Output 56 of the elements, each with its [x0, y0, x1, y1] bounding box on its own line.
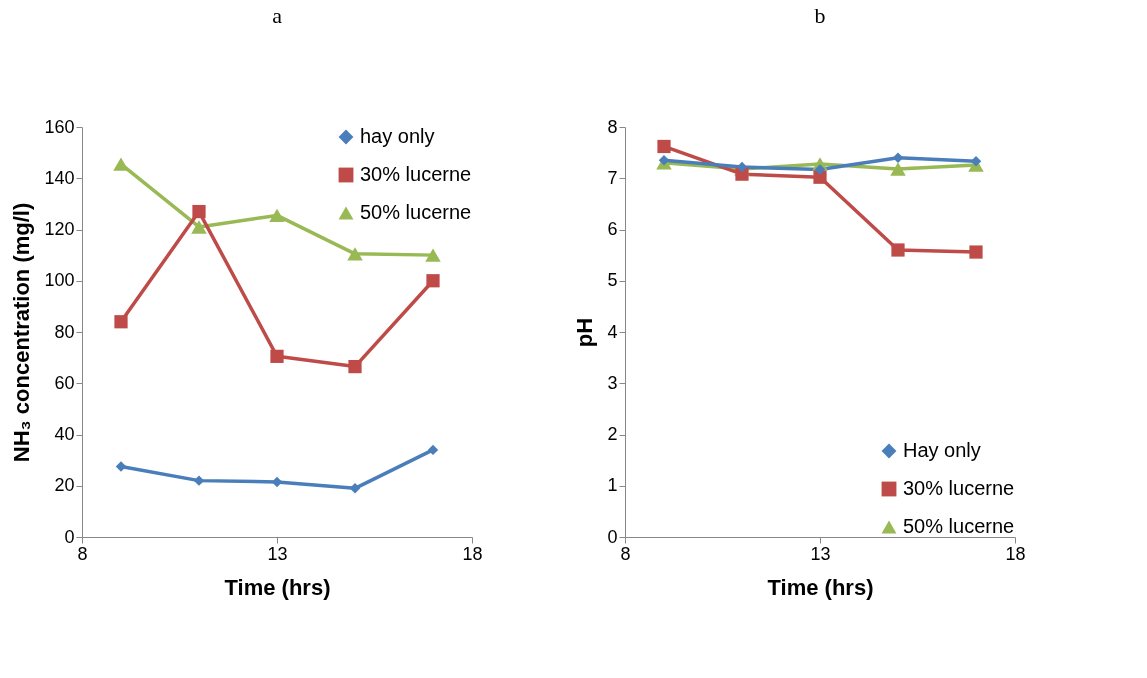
y-tick-label: 8	[607, 116, 618, 137]
y-tick-label: 60	[54, 372, 75, 393]
point	[347, 247, 363, 261]
y-tick-label: 7	[607, 167, 618, 188]
x-tick-label: 13	[267, 543, 288, 564]
point	[115, 461, 127, 472]
x-axis-title: Time (hrs)	[224, 574, 331, 600]
point	[191, 220, 207, 234]
point	[813, 170, 827, 184]
point	[270, 349, 284, 363]
point	[114, 315, 128, 329]
point	[891, 243, 905, 257]
point	[348, 359, 362, 374]
chart-title: b	[814, 3, 826, 28]
x-tick-label: 13	[810, 543, 831, 564]
y-axis-title: NH₃ concentration (mg/l)	[9, 202, 35, 463]
y-tick-label: 40	[54, 424, 75, 444]
y-tick-label: 160	[44, 116, 75, 137]
x-tick-label: 18	[462, 543, 483, 564]
x-axis-title: Time (hrs)	[767, 574, 874, 600]
point	[425, 248, 441, 262]
y-tick-label: 6	[607, 219, 618, 239]
y-tick-label: 4	[607, 321, 618, 342]
point	[814, 164, 826, 175]
point	[426, 274, 440, 288]
y-tick-label: 20	[54, 475, 75, 496]
y-tick-label: 5	[607, 270, 618, 291]
point	[192, 204, 206, 219]
y-tick-label: 3	[607, 372, 618, 393]
legend-label: 50% lucerne	[903, 515, 1015, 537]
y-tick-label: 0	[64, 526, 75, 547]
point	[890, 162, 906, 176]
point	[193, 475, 205, 486]
legend-label: hay only	[360, 125, 435, 147]
point	[969, 245, 983, 259]
point	[427, 444, 439, 456]
legend-label: Hay only	[903, 439, 981, 461]
chart-title: a	[272, 3, 283, 28]
y-tick-label: 120	[44, 219, 75, 239]
legend-label: 30% lucerne	[903, 477, 1015, 499]
legend-label: 30% lucerne	[360, 163, 472, 185]
point	[349, 483, 361, 494]
point	[657, 139, 671, 154]
x-tick-label: 18	[1005, 543, 1026, 564]
x-tick-label: 8	[620, 543, 631, 564]
y-axis-title: pH	[572, 317, 598, 348]
y-tick-label: 2	[607, 424, 618, 444]
y-tick-label: 100	[44, 270, 75, 291]
y-tick-label: 80	[54, 321, 75, 342]
x-tick-label: 8	[77, 543, 88, 564]
y-tick-label: 140	[44, 167, 75, 188]
point	[269, 208, 285, 223]
legend-label: 50% lucerne	[360, 201, 472, 223]
y-tick-label: 1	[607, 475, 618, 496]
point	[113, 157, 129, 171]
y-tick-label: 0	[607, 526, 618, 547]
